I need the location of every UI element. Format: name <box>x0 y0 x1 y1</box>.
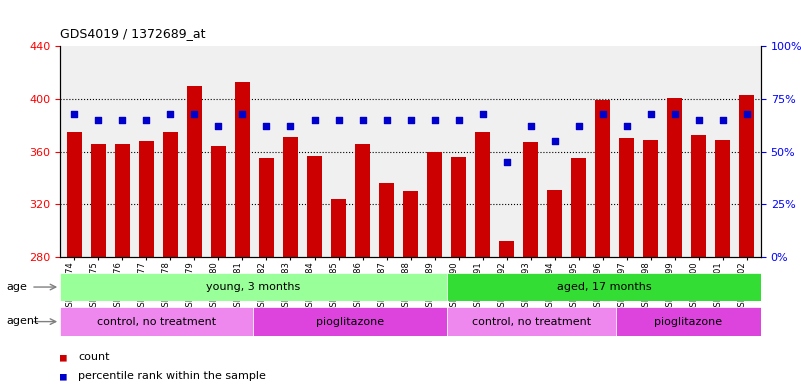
Point <box>500 159 513 165</box>
Point <box>164 111 177 117</box>
Text: percentile rank within the sample: percentile rank within the sample <box>78 371 267 381</box>
Point <box>284 123 297 129</box>
Point <box>428 117 441 123</box>
Point <box>212 123 225 129</box>
Bar <box>739 95 754 257</box>
Bar <box>667 98 682 257</box>
Point <box>260 123 273 129</box>
Bar <box>619 139 634 257</box>
Bar <box>187 86 202 257</box>
Point <box>572 123 585 129</box>
Point <box>740 111 753 117</box>
Text: agent: agent <box>6 316 38 326</box>
Point <box>188 111 201 117</box>
Bar <box>715 140 730 257</box>
Text: age: age <box>6 282 27 292</box>
Bar <box>91 144 106 257</box>
Point <box>476 111 489 117</box>
Bar <box>447 273 761 301</box>
Bar <box>475 132 489 257</box>
Bar <box>380 184 394 257</box>
Text: GDS4019 / 1372689_at: GDS4019 / 1372689_at <box>60 27 206 40</box>
Point <box>332 117 345 123</box>
Point <box>92 117 105 123</box>
Bar <box>595 100 610 257</box>
Point <box>596 111 609 117</box>
Point <box>452 117 465 123</box>
Text: young, 3 months: young, 3 months <box>207 282 300 292</box>
Bar <box>115 144 130 257</box>
Bar <box>691 134 706 257</box>
Text: count: count <box>78 352 110 362</box>
Bar <box>253 307 447 336</box>
Bar <box>547 190 562 257</box>
Bar <box>235 82 250 257</box>
Point <box>524 123 537 129</box>
Point <box>380 117 393 123</box>
Text: ■: ■ <box>60 371 66 381</box>
Bar <box>60 273 447 301</box>
Point <box>140 117 153 123</box>
Bar <box>356 144 370 257</box>
Bar <box>332 199 346 257</box>
Bar <box>67 132 82 257</box>
Bar <box>571 158 586 257</box>
Point <box>620 123 633 129</box>
Bar <box>404 191 417 257</box>
Bar <box>308 156 322 257</box>
Bar <box>643 140 658 257</box>
Point <box>716 117 729 123</box>
Point <box>668 111 681 117</box>
Bar <box>60 307 253 336</box>
Point <box>644 111 657 117</box>
Text: control, no treatment: control, no treatment <box>472 316 591 327</box>
Text: ■: ■ <box>60 352 66 362</box>
Point <box>236 111 249 117</box>
Bar <box>284 137 298 257</box>
Text: pioglitazone: pioglitazone <box>654 316 723 327</box>
Point <box>548 138 561 144</box>
Point <box>308 117 321 123</box>
Bar <box>523 142 537 257</box>
Bar <box>447 307 616 336</box>
Bar <box>451 157 465 257</box>
Text: aged, 17 months: aged, 17 months <box>557 282 651 292</box>
Bar <box>260 158 274 257</box>
Bar <box>427 152 441 257</box>
Point <box>116 117 129 123</box>
Point <box>404 117 417 123</box>
Point <box>692 117 705 123</box>
Bar <box>163 132 178 257</box>
Text: pioglitazone: pioglitazone <box>316 316 384 327</box>
Bar <box>616 307 761 336</box>
Point <box>356 117 369 123</box>
Text: control, no treatment: control, no treatment <box>97 316 216 327</box>
Point <box>68 111 81 117</box>
Bar <box>211 146 226 257</box>
Bar <box>139 141 154 257</box>
Bar <box>499 242 513 257</box>
